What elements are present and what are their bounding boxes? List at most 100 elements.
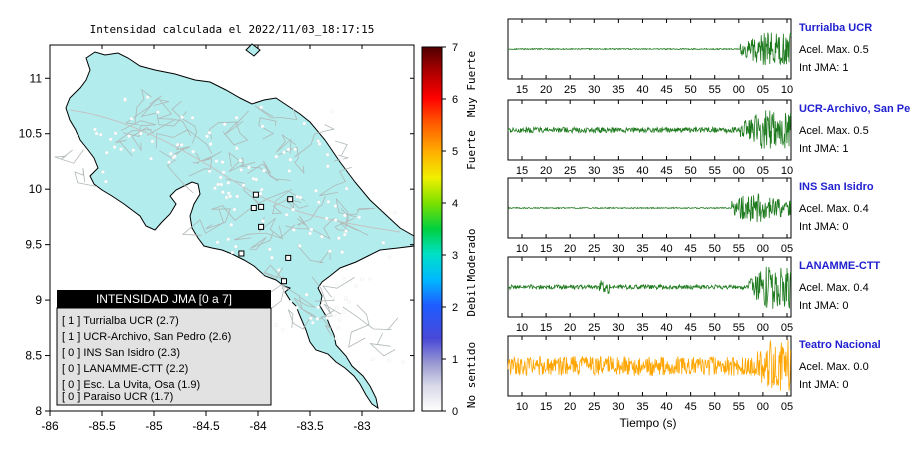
road bbox=[249, 232, 274, 250]
road bbox=[153, 99, 174, 120]
road bbox=[261, 264, 284, 280]
town-dot bbox=[311, 320, 315, 325]
waveform-tick-label: 25 bbox=[588, 401, 600, 413]
waveform-tick-label: 05 bbox=[781, 322, 793, 334]
station-marker bbox=[285, 254, 292, 261]
map-x-axis: -86 -85.5 -85 -84.5 -84 -83.5 -83 bbox=[41, 45, 371, 433]
town-dot bbox=[222, 122, 227, 127]
road bbox=[319, 166, 352, 197]
town-dot bbox=[113, 131, 118, 136]
waveform-trace bbox=[507, 32, 792, 66]
town-dot bbox=[179, 143, 184, 147]
road bbox=[225, 178, 263, 209]
waveform-tick-label: 25 bbox=[564, 165, 576, 177]
town-dot bbox=[139, 131, 143, 136]
town-dot bbox=[216, 182, 220, 187]
town-dot bbox=[234, 244, 238, 249]
town-dot bbox=[308, 316, 313, 321]
road bbox=[312, 218, 369, 240]
waveform-trace bbox=[507, 192, 792, 223]
waveform-tick-label: 20 bbox=[564, 401, 576, 413]
town-dot bbox=[320, 234, 324, 239]
road bbox=[340, 207, 376, 215]
waveform-trace bbox=[507, 339, 792, 391]
legend-title-bar bbox=[57, 290, 271, 308]
town-dot bbox=[191, 149, 195, 154]
town-dot bbox=[156, 110, 160, 114]
town-dot bbox=[268, 247, 272, 252]
road bbox=[115, 129, 152, 157]
town-dot bbox=[298, 244, 302, 248]
town-dot bbox=[173, 154, 177, 158]
waveform-tick-label: 55 bbox=[733, 243, 745, 255]
station-name: INS San Isidro bbox=[799, 181, 874, 193]
town-dot bbox=[337, 318, 342, 322]
road bbox=[181, 209, 225, 236]
waveform-panel: 15 20 25 30 35 40 45 50 55 00 05 10 Turrialba UCR Ace… bbox=[507, 18, 872, 96]
int-jma-label: Int JMA: 0 bbox=[799, 221, 849, 233]
waveform-panel: 10 15 20 25 30 35 40 45 50 55 00 05 LANAMME-CTT Acel.… bbox=[507, 256, 881, 334]
road bbox=[228, 151, 245, 173]
int-jma-label: Int JMA: 0 bbox=[799, 379, 849, 391]
map-y-tick-label: 10.5 bbox=[19, 127, 43, 141]
town-dot bbox=[214, 159, 219, 163]
station-marker bbox=[287, 196, 294, 203]
intensity-legend: INTENSIDAD JMA [0 a 7] [ 1 ] Turrialba U… bbox=[56, 290, 272, 406]
town-dot bbox=[241, 183, 246, 187]
road bbox=[134, 88, 152, 124]
waveform-tick-label: 10 bbox=[516, 243, 528, 255]
acel-max-label: Acel. Max. 0.4 bbox=[799, 282, 869, 294]
town-dot bbox=[145, 95, 150, 100]
waveform-panel: 15 20 25 30 35 40 45 50 55 00 05 10 UCR-Archivo, San… bbox=[507, 99, 910, 177]
waveform-tick-label: 20 bbox=[564, 243, 576, 255]
town-dot bbox=[213, 186, 217, 190]
town-dot bbox=[368, 276, 372, 281]
legend-item: [ 0 ] Esc. La Uvita, Osa (1.9) bbox=[62, 379, 200, 391]
road bbox=[240, 161, 291, 181]
waveform-tick-label: 15 bbox=[540, 401, 552, 413]
road bbox=[254, 105, 298, 121]
town-dot bbox=[207, 130, 212, 135]
legend-title: INTENSIDAD JMA [0 a 7] bbox=[96, 292, 232, 306]
road bbox=[192, 151, 222, 164]
colorbar-tick-label: 1 bbox=[452, 354, 458, 366]
waveform-tick-label: 00 bbox=[733, 84, 745, 96]
legend-item: [ 0 ] Paraiso UCR (1.7) bbox=[62, 391, 173, 403]
waveform-tick-label: 30 bbox=[588, 165, 600, 177]
waveform-tick-label: 35 bbox=[612, 84, 624, 96]
town-dot bbox=[221, 190, 225, 194]
map-x-tick-label: -83 bbox=[353, 419, 371, 433]
road bbox=[222, 190, 305, 221]
waveform-tick-label: 40 bbox=[636, 84, 648, 96]
town-dot bbox=[280, 327, 285, 332]
town-dot bbox=[325, 216, 329, 221]
town-dot bbox=[328, 249, 332, 254]
waveform-tick-label: 05 bbox=[757, 165, 769, 177]
town-dot bbox=[235, 194, 239, 199]
town-dot bbox=[207, 169, 212, 174]
town-dot bbox=[274, 323, 278, 327]
map-x-tick-label: -84 bbox=[249, 419, 267, 433]
town-dot bbox=[325, 152, 330, 157]
town-dot bbox=[343, 213, 347, 218]
town-dot bbox=[123, 97, 127, 101]
town-dot bbox=[286, 147, 291, 152]
town-dot bbox=[335, 306, 339, 311]
town-dot bbox=[226, 191, 231, 196]
colorbar-tick-label: 6 bbox=[452, 94, 458, 106]
road bbox=[275, 134, 297, 154]
town-dot bbox=[98, 133, 103, 137]
waveform-tick-label: 20 bbox=[540, 165, 552, 177]
town-dot bbox=[277, 268, 281, 272]
road bbox=[348, 304, 370, 348]
town-dot bbox=[308, 231, 312, 236]
town-dot bbox=[270, 255, 274, 260]
town-dot bbox=[104, 179, 108, 184]
town-dot bbox=[274, 154, 279, 159]
road bbox=[342, 306, 399, 331]
waveform-tick-label: 45 bbox=[685, 243, 697, 255]
town-dot bbox=[337, 236, 341, 240]
town-dot bbox=[336, 326, 340, 330]
town-dot bbox=[401, 360, 405, 364]
waveform-panels: 15 20 25 30 35 40 45 50 55 00 05 10 Turrialba UCR Ace… bbox=[507, 18, 910, 413]
